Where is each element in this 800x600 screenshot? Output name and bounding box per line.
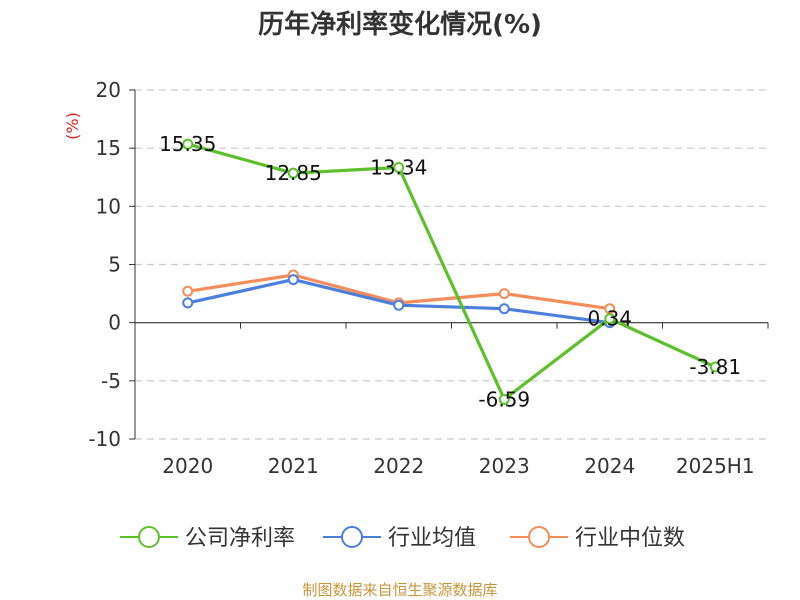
series-point-0 [287, 167, 299, 179]
y-tick-label: 0 [108, 311, 121, 335]
x-tick-label: 2025H1 [676, 454, 755, 478]
x-tick-label: 2020 [162, 454, 213, 478]
y-tick-label: -5 [101, 369, 121, 393]
series-line-0 [186, 142, 717, 401]
series-point-0 [393, 161, 405, 173]
legend-label: 行业中位数 [575, 526, 685, 551]
series-point-1 [498, 303, 510, 315]
series-point-1 [287, 274, 299, 286]
series-point-0 [498, 393, 510, 405]
data-labels: 15.35 12.85 13.34 -6.59 0.34 -3.81 [159, 132, 741, 411]
y-tick-label: 20 [96, 78, 121, 102]
axes: 20 15 10 5 0 -5 -10 2020 2021 2022 2023 2024 2025H1 [88, 78, 769, 478]
series-lines [182, 138, 721, 405]
series-point-2 [498, 288, 510, 300]
x-tick-label: 2023 [479, 454, 530, 478]
data-label: 15.35 [159, 132, 216, 156]
x-tick-label: 2024 [584, 454, 635, 478]
series-point-1 [182, 297, 194, 309]
data-label: -6.59 [478, 387, 530, 411]
series-point-2 [604, 303, 616, 315]
legend-swatch-marker [138, 526, 160, 548]
series-point-0 [182, 138, 194, 150]
data-label: 0.34 [587, 307, 632, 331]
series-point-1 [393, 299, 405, 311]
data-label: -3.81 [689, 355, 741, 379]
legend-label: 公司净利率 [185, 526, 295, 551]
legend: 公司净利率 行业均值 行业中位数 [120, 526, 685, 551]
y-tick-label: -10 [88, 427, 121, 451]
legend-label: 行业均值 [388, 526, 476, 551]
chart-title: 历年净利率变化情况(%) [258, 9, 542, 40]
y-axis-unit-label: (%) [63, 112, 82, 140]
legend-swatch-marker [528, 526, 550, 548]
x-tick-label: 2022 [373, 454, 424, 478]
data-label: 13.34 [370, 155, 427, 179]
data-label: 12.85 [265, 161, 322, 185]
data-source-note: 制图数据来自恒生聚源数据库 [302, 581, 497, 599]
legend-swatch-marker [341, 526, 363, 548]
y-tick-label: 10 [96, 194, 121, 218]
series-point-2 [182, 285, 194, 297]
x-tick-label: 2021 [268, 454, 319, 478]
series-point-0 [709, 361, 721, 373]
series-point-0 [604, 313, 616, 325]
gridlines [135, 89, 768, 440]
y-tick-label: 5 [108, 253, 121, 277]
y-tick-label: 15 [96, 136, 121, 160]
